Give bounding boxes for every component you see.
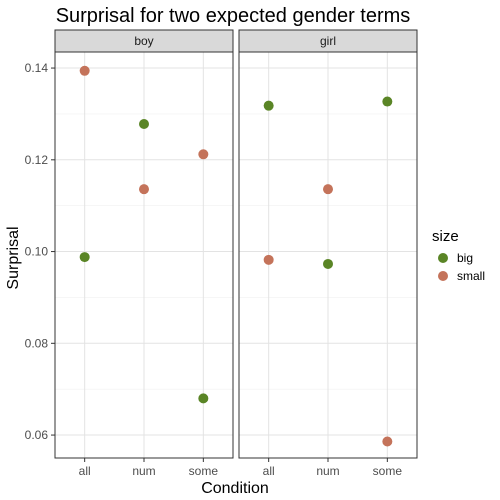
legend-key-big (438, 253, 448, 263)
legend-key-small (438, 271, 448, 281)
legend-label-big: big (457, 251, 473, 265)
legend-title: size (432, 228, 459, 245)
data-point-big (323, 258, 333, 269)
data-point-big (382, 96, 393, 107)
y-tick-label: 0.10 (25, 245, 49, 259)
chart-panels: boy girl (54, 29, 418, 459)
strip-label: boy (134, 34, 153, 48)
x-axis-title: Condition (201, 480, 269, 497)
data-point-small (323, 184, 333, 195)
x-axis: all num some all num some (79, 458, 403, 478)
data-point-small (79, 65, 90, 76)
data-point-big (79, 252, 90, 263)
y-axis: 0.06 0.08 0.10 0.12 0.14 (25, 61, 55, 442)
x-tick-label: some (373, 464, 403, 478)
panel-girl: girl (238, 29, 418, 459)
data-point-big (198, 393, 209, 404)
y-tick-label: 0.08 (25, 336, 49, 350)
x-tick-label: num (132, 464, 155, 478)
data-point-small (382, 436, 393, 447)
data-point-small (198, 149, 209, 160)
y-tick-label: 0.06 (25, 428, 49, 442)
legend: size big small (432, 228, 485, 283)
strip-label: girl (320, 34, 336, 48)
data-point-big (139, 119, 149, 130)
x-tick-label: all (79, 464, 91, 478)
y-axis-title: Surprisal (5, 226, 22, 289)
x-tick-label: num (316, 464, 339, 478)
legend-label-small: small (457, 269, 485, 283)
chart-title: Surprisal for two expected gender terms (56, 5, 411, 27)
y-tick-label: 0.12 (25, 153, 49, 167)
x-tick-label: some (189, 464, 219, 478)
y-tick-label: 0.14 (25, 61, 49, 75)
data-point-small (139, 184, 149, 195)
panel-boy: boy (54, 29, 234, 459)
x-tick-label: all (263, 464, 275, 478)
data-point-small (263, 254, 274, 265)
data-point-big (263, 100, 274, 111)
